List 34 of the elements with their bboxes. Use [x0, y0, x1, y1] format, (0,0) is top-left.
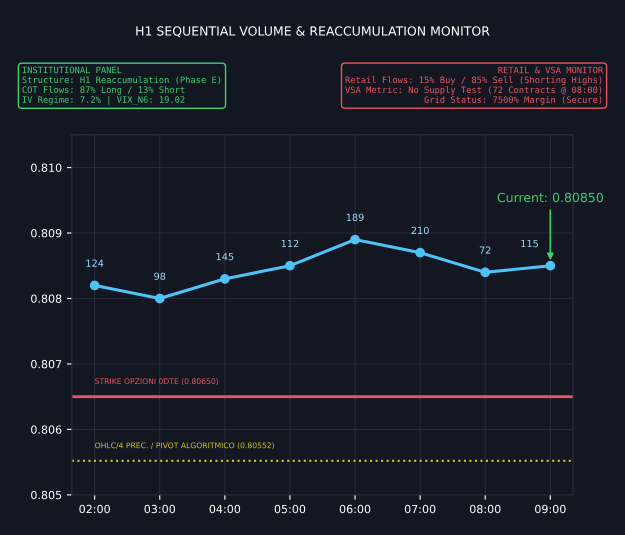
- x-tick-label: 08:00: [470, 504, 501, 514]
- x-tick-label: 07:00: [404, 504, 436, 514]
- annotation: 210: [412, 226, 429, 234]
- point: [285, 260, 295, 271]
- annotation: 112: [282, 240, 298, 248]
- text: INSTITUTIONAL PANEL Structure: H1 Reaccumulation (Phase E) COT Flows: 87% Long / 13% Short IV Regime: 7.2% | VIX_N6: 19.02: [22, 66, 220, 105]
- chart-title: H1 SEQUENTIAL VOLUME & REACCUMULATION MONITOR: [136, 26, 490, 38]
- annotation: 189: [346, 214, 364, 222]
- annotation: 72: [480, 246, 490, 254]
- x-tick-label: 02:00: [79, 504, 110, 514]
- point: [480, 267, 490, 278]
- y-tick-label: 0.809: [31, 228, 62, 238]
- x-tick-label: 05:00: [274, 504, 306, 514]
- y-tick-label: 0.805: [31, 490, 62, 500]
- x-tick-label: 03:00: [144, 504, 176, 514]
- annotation: 98: [154, 272, 166, 280]
- y-tick-label: 0.808: [31, 294, 62, 303]
- point: [415, 248, 426, 258]
- text: RETAIL & VSA MONITOR Retail Flows: 15% Buy / 85% Sell (Shorting Highs) VSA Metric: No Supply Test (72 Contracts @ 08:00) Grid Status: 7500% Margin (Secure): [345, 66, 604, 105]
- annotation: 115: [521, 240, 538, 248]
- y-tick-label: 0.810: [31, 164, 62, 172]
- annotation: 145: [216, 253, 234, 260]
- y-tick-label: 0.806: [31, 425, 62, 434]
- annotation: 124: [86, 259, 104, 267]
- x-tick-label: 04:00: [210, 504, 240, 514]
- point: [545, 260, 556, 271]
- point: [90, 280, 100, 290]
- x-tick-label: 06:00: [340, 504, 370, 514]
- annotation: Current: 0.80850: [498, 192, 603, 202]
- point: [220, 274, 230, 284]
- y-tick-label: 0.807: [31, 360, 62, 368]
- point: [350, 234, 360, 244]
- x-tick-label: 09:00: [535, 504, 566, 514]
- point: [154, 294, 165, 304]
